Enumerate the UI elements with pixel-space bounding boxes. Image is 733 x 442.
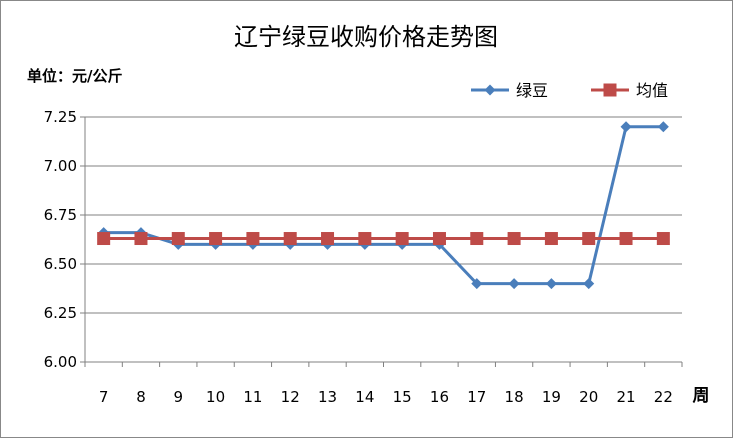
chart-title: 辽宁绿豆收购价格走势图 xyxy=(234,23,498,51)
x-tick-label: 9 xyxy=(174,388,184,406)
x-tick-label: 10 xyxy=(206,388,225,406)
y-tick-label: 7.25 xyxy=(44,108,77,126)
data-point xyxy=(134,232,148,246)
x-tick-label: 11 xyxy=(243,388,262,406)
data-point xyxy=(582,232,596,246)
data-point xyxy=(432,232,446,246)
y-tick-label: 6.00 xyxy=(44,353,77,371)
data-point xyxy=(620,121,632,133)
data-point xyxy=(657,121,669,133)
series xyxy=(97,121,670,290)
x-tick-label: 15 xyxy=(393,388,412,406)
data-point xyxy=(471,278,483,290)
data-point xyxy=(583,278,595,290)
unit-label: 单位：元/公斤 xyxy=(27,67,122,85)
data-point xyxy=(656,232,670,246)
data-point xyxy=(544,232,558,246)
y-tick-label: 7.00 xyxy=(44,157,77,175)
x-tick-label: 19 xyxy=(542,388,561,406)
data-point xyxy=(246,232,260,246)
x-tick-label: 13 xyxy=(318,388,337,406)
data-point xyxy=(171,232,185,246)
series-line xyxy=(103,125,664,286)
y-tick-label: 6.25 xyxy=(44,304,77,322)
legend: 绿豆 均值 xyxy=(471,81,668,100)
data-point xyxy=(209,232,223,246)
x-tick-label: 7 xyxy=(99,388,109,406)
data-point xyxy=(508,278,520,290)
legend-marker xyxy=(603,83,617,97)
x-axis-ticks: 7 8 9 10 11 12 13 14 15 16 17 18 19 20 21 22 xyxy=(99,388,673,406)
data-point xyxy=(358,232,372,246)
data-point xyxy=(470,232,484,246)
data-point xyxy=(507,232,521,246)
x-tick-label: 17 xyxy=(467,388,486,406)
legend-label: 均值 xyxy=(636,81,668,100)
legend-marker xyxy=(484,84,496,96)
x-axis-unit-label: 周 xyxy=(693,386,710,406)
x-tick-label: 14 xyxy=(355,388,374,406)
x-tick-label: 12 xyxy=(281,388,300,406)
x-tick-label: 16 xyxy=(430,388,449,406)
y-tick-label: 6.75 xyxy=(44,206,77,224)
y-axis-ticks: 6.00 6.25 6.50 6.75 7.00 7.25 xyxy=(44,108,77,371)
data-point xyxy=(395,232,409,246)
x-tick-label: 22 xyxy=(654,388,673,406)
data-point xyxy=(97,232,111,246)
data-point xyxy=(283,232,297,246)
series-2 xyxy=(97,232,670,246)
data-point xyxy=(619,232,633,246)
y-tick-label: 6.50 xyxy=(44,255,77,273)
data-point xyxy=(545,278,557,290)
data-point xyxy=(321,232,335,246)
legend-label: 绿豆 xyxy=(516,81,548,100)
axes xyxy=(80,116,683,367)
x-tick-label: 21 xyxy=(616,388,635,406)
x-tick-label: 8 xyxy=(136,388,146,406)
x-tick-label: 20 xyxy=(579,388,598,406)
x-tick-label: 18 xyxy=(505,388,524,406)
